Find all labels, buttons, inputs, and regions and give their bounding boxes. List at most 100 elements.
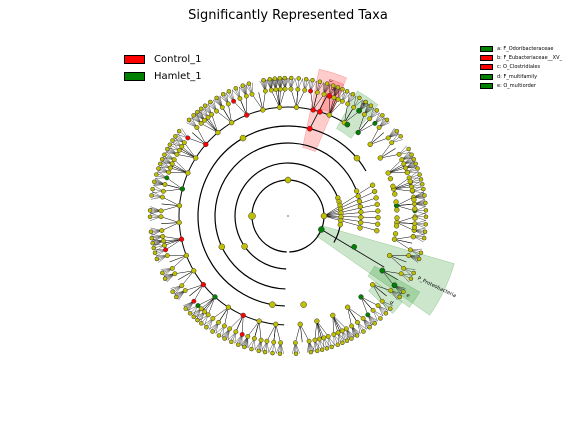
branch: [189, 284, 204, 297]
branch: [162, 236, 182, 240]
clade-highlights: [302, 68, 455, 316]
genus-node: [423, 214, 429, 220]
family-node: [361, 112, 367, 117]
taxa-legend-swatch: [480, 45, 493, 52]
taxa-legend-label: c: O_Clostridiales: [497, 64, 541, 71]
genus-node: [315, 348, 320, 354]
branch: [344, 110, 360, 123]
family-node: [375, 303, 381, 308]
genus-node: [398, 134, 403, 139]
genus-node: [388, 306, 393, 311]
order-node: [377, 155, 383, 161]
family-node: [176, 147, 182, 153]
family-node: [214, 108, 219, 114]
genus-node: [202, 103, 208, 108]
genus-node: [404, 169, 410, 176]
family-node: [233, 329, 239, 335]
branch: [211, 114, 219, 133]
order-node: [203, 141, 209, 148]
branch: [216, 110, 232, 123]
branch: [202, 296, 216, 311]
legend-entry-hamlet: Hamlet_1: [124, 68, 202, 84]
branch: [241, 315, 244, 335]
genus-node: [417, 172, 422, 177]
genus-node: [149, 193, 154, 198]
family-node: [205, 312, 211, 318]
genus-node: [154, 172, 159, 177]
family-node: [216, 319, 222, 325]
genus-node: [324, 81, 330, 86]
clade-highlight-label: e: [405, 293, 411, 300]
genus-node: [374, 108, 380, 113]
family-node: [399, 157, 405, 163]
family-node: [331, 332, 337, 337]
order-node: [200, 282, 207, 288]
genus-node: [293, 351, 299, 357]
genus-node: [149, 235, 155, 241]
order-node: [297, 321, 303, 327]
genus-node: [340, 340, 345, 346]
branch: [393, 186, 412, 190]
family-node: [202, 117, 207, 123]
genus-node: [157, 161, 163, 167]
family-node: [243, 93, 249, 99]
genus-node: [240, 83, 246, 88]
family-node: [369, 182, 376, 188]
family-node: [392, 231, 399, 237]
genus-node: [162, 152, 167, 157]
family-node: [292, 340, 298, 346]
branch: [174, 159, 189, 174]
branch: [207, 117, 219, 133]
family-node: [374, 221, 381, 227]
family-node: [288, 86, 294, 92]
branch: [184, 142, 196, 159]
taxa-legend-swatch: [480, 54, 493, 61]
branch: [372, 284, 383, 302]
branch: [163, 239, 182, 244]
genus-node: [226, 89, 232, 94]
branch: [171, 165, 188, 174]
genus-node: [394, 128, 400, 134]
branch: [212, 307, 229, 319]
family-node: [198, 120, 204, 126]
order-node: [191, 268, 197, 274]
genus-node: [152, 250, 158, 256]
genus-node: [423, 208, 429, 213]
branch: [358, 123, 376, 133]
branch: [382, 270, 395, 286]
genus-node: [357, 95, 362, 101]
genus-node: [151, 245, 156, 251]
family-node: [210, 315, 216, 321]
branch: [323, 204, 378, 217]
branch: [328, 98, 337, 116]
branch: [380, 142, 392, 159]
order-node: [357, 203, 364, 210]
genus-node: [191, 113, 196, 118]
genus-node: [380, 113, 385, 118]
family-node: [273, 87, 279, 93]
taxa-legend: a: F_Odoribacteraceae b: F_Eubacteriacea…: [480, 44, 562, 90]
branch: [344, 103, 348, 123]
family-node: [398, 271, 404, 277]
genus-node: [418, 250, 424, 256]
clade-highlight-label: d: [388, 300, 394, 307]
branch: [394, 239, 413, 244]
genus-node: [303, 76, 309, 82]
genus-node: [220, 91, 226, 97]
genus-node: [397, 294, 402, 300]
class-legend: Control_1 Hamlet_1: [124, 51, 202, 85]
branch: [204, 120, 219, 133]
order-node: [357, 225, 363, 231]
family-node: [314, 89, 320, 95]
order-node: [273, 321, 279, 327]
family-node: [335, 330, 341, 336]
genus-node: [317, 79, 323, 84]
class-node: [241, 243, 248, 250]
family-node: [161, 238, 166, 244]
genus-node: [270, 350, 275, 356]
branch: [393, 188, 413, 192]
genus-node: [296, 76, 301, 81]
branch: [332, 315, 335, 335]
family-node: [321, 91, 327, 97]
